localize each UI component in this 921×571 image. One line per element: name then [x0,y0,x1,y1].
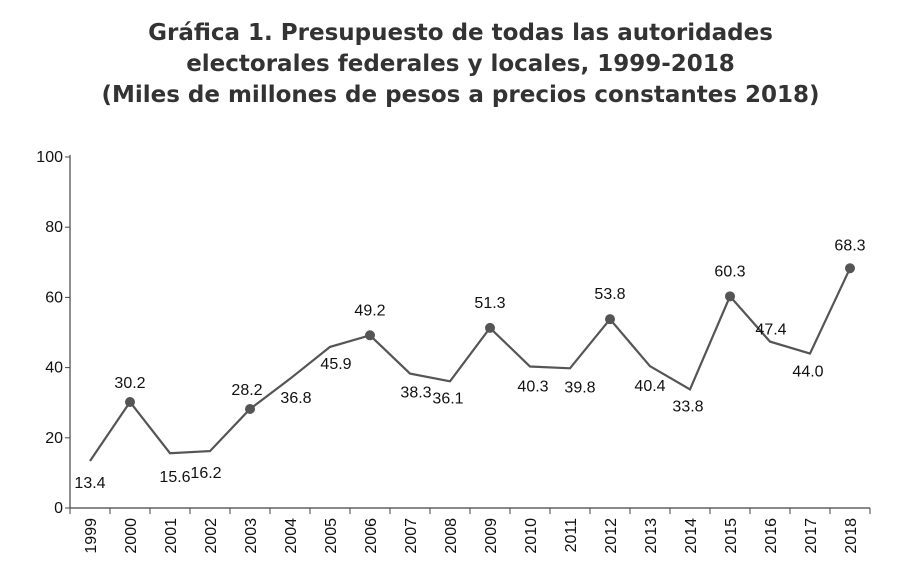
data-label: 16.2 [190,465,221,482]
y-axis-ticks: 0 20 40 60 80 100 [36,149,70,517]
x-tick-label: 2006 [363,518,380,554]
data-label: 49.2 [354,302,385,319]
data-label: 38.3 [400,385,431,402]
data-point-marker [245,404,255,415]
data-label: 28.2 [231,382,262,399]
x-tick-label: 2013 [643,518,660,554]
y-tick-label: 40 [45,360,63,377]
x-tick-label: 2010 [523,518,540,554]
x-tick-label: 2002 [203,518,220,554]
data-label: 51.3 [474,295,505,312]
data-point-marker [725,291,735,302]
y-tick-label: 20 [45,430,63,447]
x-tick-label: 2017 [803,518,820,554]
data-label: 45.9 [320,356,351,373]
x-axis-ticks: 1999 2000 2001 2002 2003 2004 2005 2006 2007 2008… [69,508,871,554]
data-label: 53.8 [594,286,625,303]
x-tick-label: 2018 [843,518,860,554]
x-tick-label: 2009 [483,518,500,554]
y-tick-label: 0 [54,500,63,517]
x-tick-label: 2003 [243,518,260,554]
series [89,263,855,462]
x-tick-label: 2004 [283,518,300,554]
x-tick-label: 2016 [763,518,780,554]
x-tick-label: 2011 [563,518,580,553]
chart-title: Gráfica 1. Presupuesto de todas las auto… [0,18,921,111]
data-point-marker [845,263,855,274]
x-tick-label: 2015 [723,518,740,554]
chart-title-line-1: Gráfica 1. Presupuesto de todas las auto… [148,20,773,46]
data-label: 36.1 [432,390,463,407]
x-tick-label: 2000 [123,518,140,554]
y-tick-label: 60 [45,289,63,306]
chart-title-line-2: electorales federales y locales, 1999-20… [186,51,735,77]
chart-title-line-3: (Miles de millones de pesos a precios co… [101,82,820,108]
data-label: 30.2 [114,375,145,392]
data-label: 13.4 [74,475,105,492]
x-tick-label: 2008 [443,518,460,554]
data-label: 40.3 [517,379,548,396]
data-point-marker [605,314,615,325]
data-point-marker [365,330,375,341]
y-tick-label: 80 [45,219,63,236]
x-tick-label: 1999 [83,518,100,554]
data-point-marker [125,396,135,407]
y-tick-label: 100 [36,149,63,166]
x-tick-label: 2012 [603,518,620,554]
x-tick-label: 2005 [323,518,340,554]
data-label: 47.4 [755,322,786,339]
data-label: 60.3 [714,263,745,280]
data-label: 15.6 [159,469,190,486]
data-label: 33.8 [672,398,703,415]
x-tick-label: 2014 [683,518,700,554]
x-tick-label: 2007 [403,518,420,554]
series-line [89,267,851,462]
data-label: 44.0 [792,364,823,381]
data-label: 36.8 [280,390,311,407]
data-label: 68.3 [834,237,865,254]
axes [69,155,870,509]
data-point-marker [485,322,495,333]
data-labels: 13.4 30.2 15.6 16.2 28.2 36.8 45.9 49.2 38.3 36.1… [74,237,865,492]
x-tick-label: 2001 [163,518,180,554]
data-label: 39.8 [564,379,595,396]
data-label: 40.4 [634,378,665,395]
